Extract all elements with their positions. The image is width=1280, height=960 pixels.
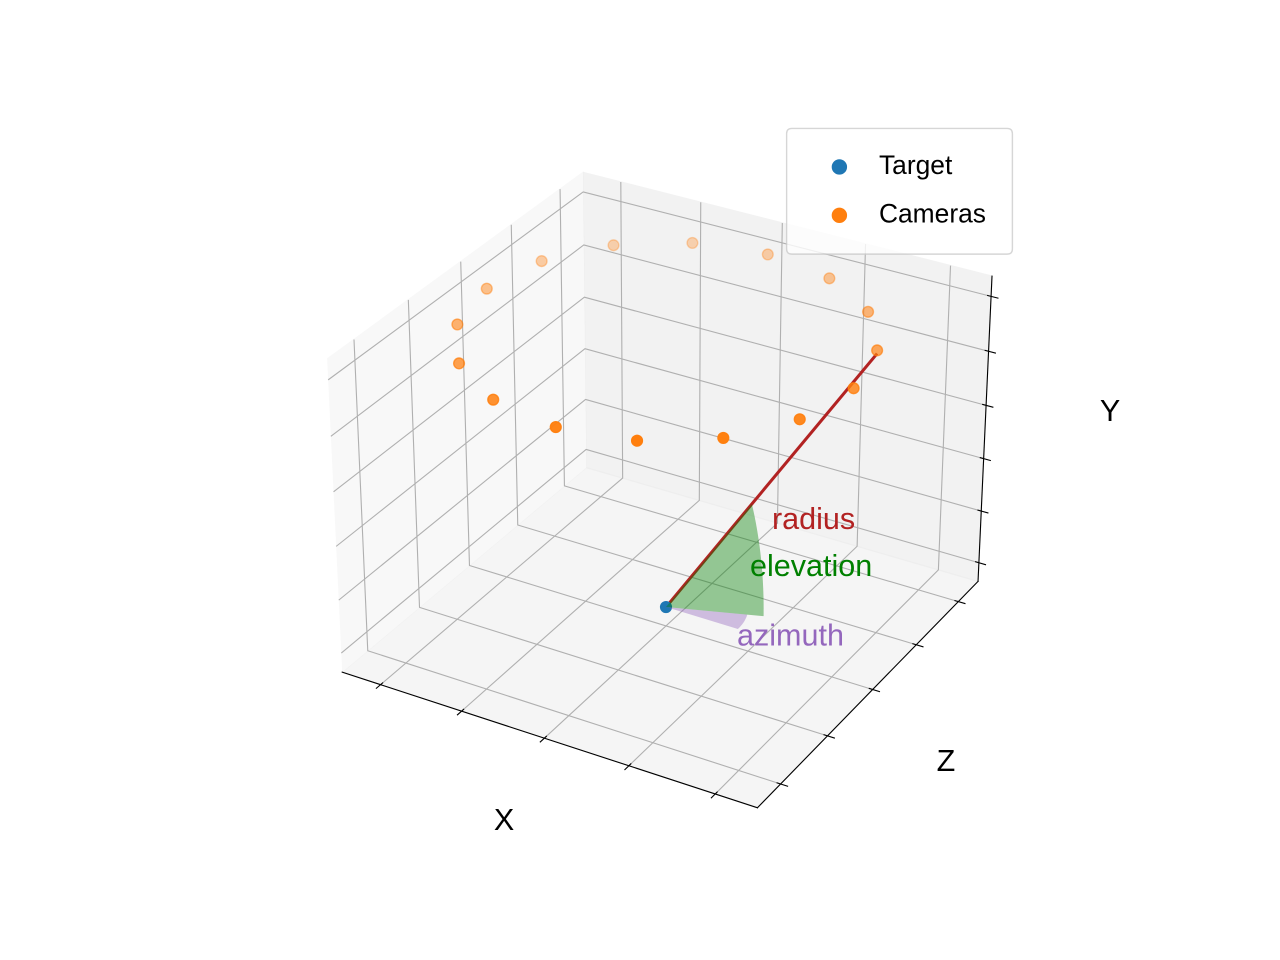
svg-text:elevation: elevation (750, 549, 872, 583)
svg-text:X: X (494, 803, 514, 837)
svg-text:Cameras: Cameras (879, 198, 986, 228)
svg-text:Z: Z (937, 744, 956, 778)
svg-text:Y: Y (1100, 394, 1120, 428)
svg-text:azimuth: azimuth (737, 618, 844, 652)
svg-text:radius: radius (772, 502, 855, 536)
svg-text:Target: Target (879, 150, 953, 180)
